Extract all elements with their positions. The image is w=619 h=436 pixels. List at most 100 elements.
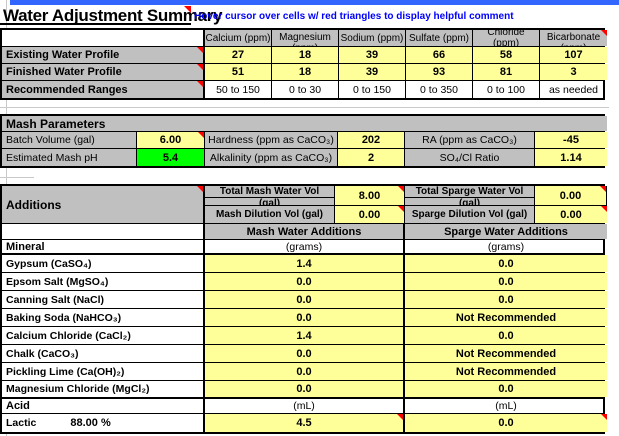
mash-addition-cell[interactable]: 1.4 [205, 327, 405, 344]
range-chloride-cell: 0 to 100 [473, 81, 540, 98]
sparge-addition-cell[interactable]: Not Recommended [405, 309, 607, 326]
mineral-row-epsom-salt: Epsom Salt (MgSO₄) 0.0 0.0 [2, 273, 607, 291]
existing-sodium-cell[interactable]: 39 [339, 47, 406, 63]
batch-volume-value[interactable]: 6.00 [137, 132, 205, 148]
finished-sulfate-cell[interactable]: 93 [406, 64, 473, 80]
col-header-bicarbonate[interactable]: Bicarbonate (ppm) [540, 30, 607, 46]
title-row: Water Adjustment Summary Hover cursor ov… [0, 5, 619, 26]
mash-addition-cell[interactable]: 0.0 [205, 345, 405, 362]
range-sulfate-cell: 0 to 350 [406, 81, 473, 98]
row-label: Existing Water Profile [6, 49, 120, 61]
row-label: Finished Water Profile [6, 66, 122, 78]
estimated-mash-ph-label: Estimated Mash pH [2, 149, 137, 166]
top-accent-bar [10, 0, 619, 5]
sparge-addition-cell[interactable]: 0.0 [405, 381, 607, 397]
existing-bicarbonate-cell[interactable]: 107 [540, 47, 607, 63]
mash-addition-cell[interactable]: 0.0 [205, 381, 405, 397]
mash-addition-cell[interactable]: 0.0 [205, 363, 405, 380]
comment-indicator-icon [197, 186, 203, 192]
existing-sulfate-cell[interactable]: 66 [406, 47, 473, 63]
acid-concentration: 88.00 % [70, 417, 111, 429]
ra-value[interactable]: -45 [535, 132, 607, 148]
col-header-sulfate: Sulfate (ppm) [406, 30, 473, 46]
mineral-row-chalk: Chalk (CaCO₃) 0.0 Not Recommended [2, 345, 607, 363]
comment-indicator-icon [197, 81, 203, 87]
sparge-lactic-value[interactable]: 0.0 [405, 414, 607, 432]
row-label: Recommended Ranges [6, 83, 128, 96]
label-line1: Total Mash Water Vol [205, 186, 334, 198]
existing-calcium-cell[interactable]: 27 [205, 47, 272, 63]
sparge-dilution-vol-label: Sparge Dilution Vol (gal) [405, 206, 535, 223]
existing-profile-label[interactable]: Existing Water Profile [2, 47, 205, 63]
alkalinity-value[interactable]: 2 [338, 149, 405, 166]
mash-ml-unit: (mL) [205, 399, 405, 413]
sparge-additions-header: Sparge Water Additions [405, 224, 607, 239]
sparge-dilution-vol-value[interactable]: 0.00 [535, 206, 607, 223]
mineral-row-baking-soda: Baking Soda (NaHCO₃) 0.0 Not Recommended [2, 309, 607, 327]
acid-name: Lactic [6, 417, 37, 429]
comment-indicator-icon [197, 64, 203, 70]
total-sparge-water-vol-label: Total Sparge Water Vol (gal) [405, 186, 535, 206]
mineral-label: Magnesium Chloride (MgCl₂) [2, 381, 205, 397]
recommended-ranges-row: Recommended Ranges 50 to 150 0 to 30 0 t… [2, 81, 603, 98]
sparge-addition-cell[interactable]: 0.0 [405, 273, 607, 290]
mineral-row-pickling-lime: Pickling Lime (Ca(OH)₂) 0.0 Not Recommen… [2, 363, 607, 381]
mash-addition-cell[interactable]: 0.0 [205, 273, 405, 290]
finished-sodium-cell[interactable]: 39 [339, 64, 406, 80]
mash-dilution-vol-value[interactable]: 0.00 [335, 206, 405, 223]
label-line2: (gal) [458, 198, 481, 206]
finished-profile-label[interactable]: Finished Water Profile [2, 64, 205, 80]
page-title: Water Adjustment Summary [3, 6, 223, 25]
lactic-acid-row: Lactic 88.00 % 4.5 0.0 [2, 414, 607, 432]
hardness-value[interactable]: 202 [338, 132, 405, 148]
mineral-row-calcium-chloride: Calcium Chloride (CaCl₂) 1.4 0.0 [2, 327, 607, 345]
sheet-gridline [0, 177, 34, 178]
total-mash-water-vol-value[interactable]: 8.00 [335, 186, 405, 206]
so4-cl-ratio-value[interactable]: 1.14 [535, 149, 607, 166]
finished-magnesium-cell[interactable]: 18 [272, 64, 339, 80]
finished-chloride-cell[interactable]: 81 [473, 64, 540, 80]
water-profile-table: Calcium (ppm) Magnesium (ppm) Sodium (pp… [0, 28, 607, 100]
mash-lactic-value[interactable]: 4.5 [205, 414, 405, 432]
sparge-addition-cell[interactable]: 0.0 [405, 291, 607, 308]
mineral-units-row: Mineral (grams) (grams) [2, 240, 603, 255]
mash-addition-cell[interactable]: 1.4 [205, 255, 405, 272]
mash-addition-cell[interactable]: 0.0 [205, 291, 405, 308]
value-text: 0.00 [559, 189, 582, 202]
comment-indicator-icon [398, 186, 404, 192]
existing-chloride-cell[interactable]: 58 [473, 47, 540, 63]
total-mash-water-vol-label: Total Mash Water Vol (gal) [205, 186, 335, 206]
acid-units-row: Acid (mL) (mL) [2, 399, 603, 414]
mash-addition-cell[interactable]: 0.0 [205, 309, 405, 326]
comment-indicator-icon [600, 186, 606, 192]
comment-indicator-icon [184, 6, 191, 13]
profile-header-row: Calcium (ppm) Magnesium (ppm) Sodium (pp… [2, 30, 607, 47]
corner-blank-cell [2, 30, 205, 46]
sparge-addition-cell[interactable]: Not Recommended [405, 345, 607, 362]
col-header-bicarbonate-label: Bicarbonate (ppm) [546, 32, 601, 46]
acid-section-header: Acid [2, 399, 205, 413]
total-sparge-water-vol-value[interactable]: 0.00 [535, 186, 607, 206]
finished-calcium-cell[interactable]: 51 [205, 64, 272, 80]
mash-parameters-row-2: Estimated Mash pH 5.4 Alkalinity (ppm as… [2, 149, 607, 166]
range-sodium-cell: 0 to 150 [339, 81, 406, 98]
sparge-addition-cell[interactable]: 0.0 [405, 255, 607, 272]
so4-cl-ratio-label: SO₄/Cl Ratio [405, 149, 535, 166]
alkalinity-label: Alkalinity (ppm as CaCO₃) [205, 149, 338, 166]
additions-section-label[interactable]: Additions [2, 186, 205, 223]
finished-bicarbonate-cell[interactable]: 3 [540, 64, 607, 80]
mineral-label: Canning Salt (NaCl) [2, 291, 205, 308]
value-text: 0.00 [358, 208, 381, 221]
sparge-addition-cell[interactable]: 0.0 [405, 327, 607, 344]
existing-magnesium-cell[interactable]: 18 [272, 47, 339, 63]
comment-indicator-icon [601, 30, 607, 36]
additions-column-headers-row: Mash Water Additions Sparge Water Additi… [2, 223, 607, 240]
estimated-mash-ph-value[interactable]: 5.4 [137, 149, 205, 166]
sparge-addition-cell[interactable]: Not Recommended [405, 363, 607, 380]
value-text: 0.00 [560, 208, 582, 221]
range-bicarbonate-cell: as needed [548, 83, 599, 96]
mineral-label: Chalk (CaCO₃) [2, 345, 205, 362]
sheet-gridline [0, 107, 609, 108]
lactic-label: Lactic 88.00 % [2, 414, 205, 432]
recommended-ranges-label[interactable]: Recommended Ranges [2, 81, 205, 98]
